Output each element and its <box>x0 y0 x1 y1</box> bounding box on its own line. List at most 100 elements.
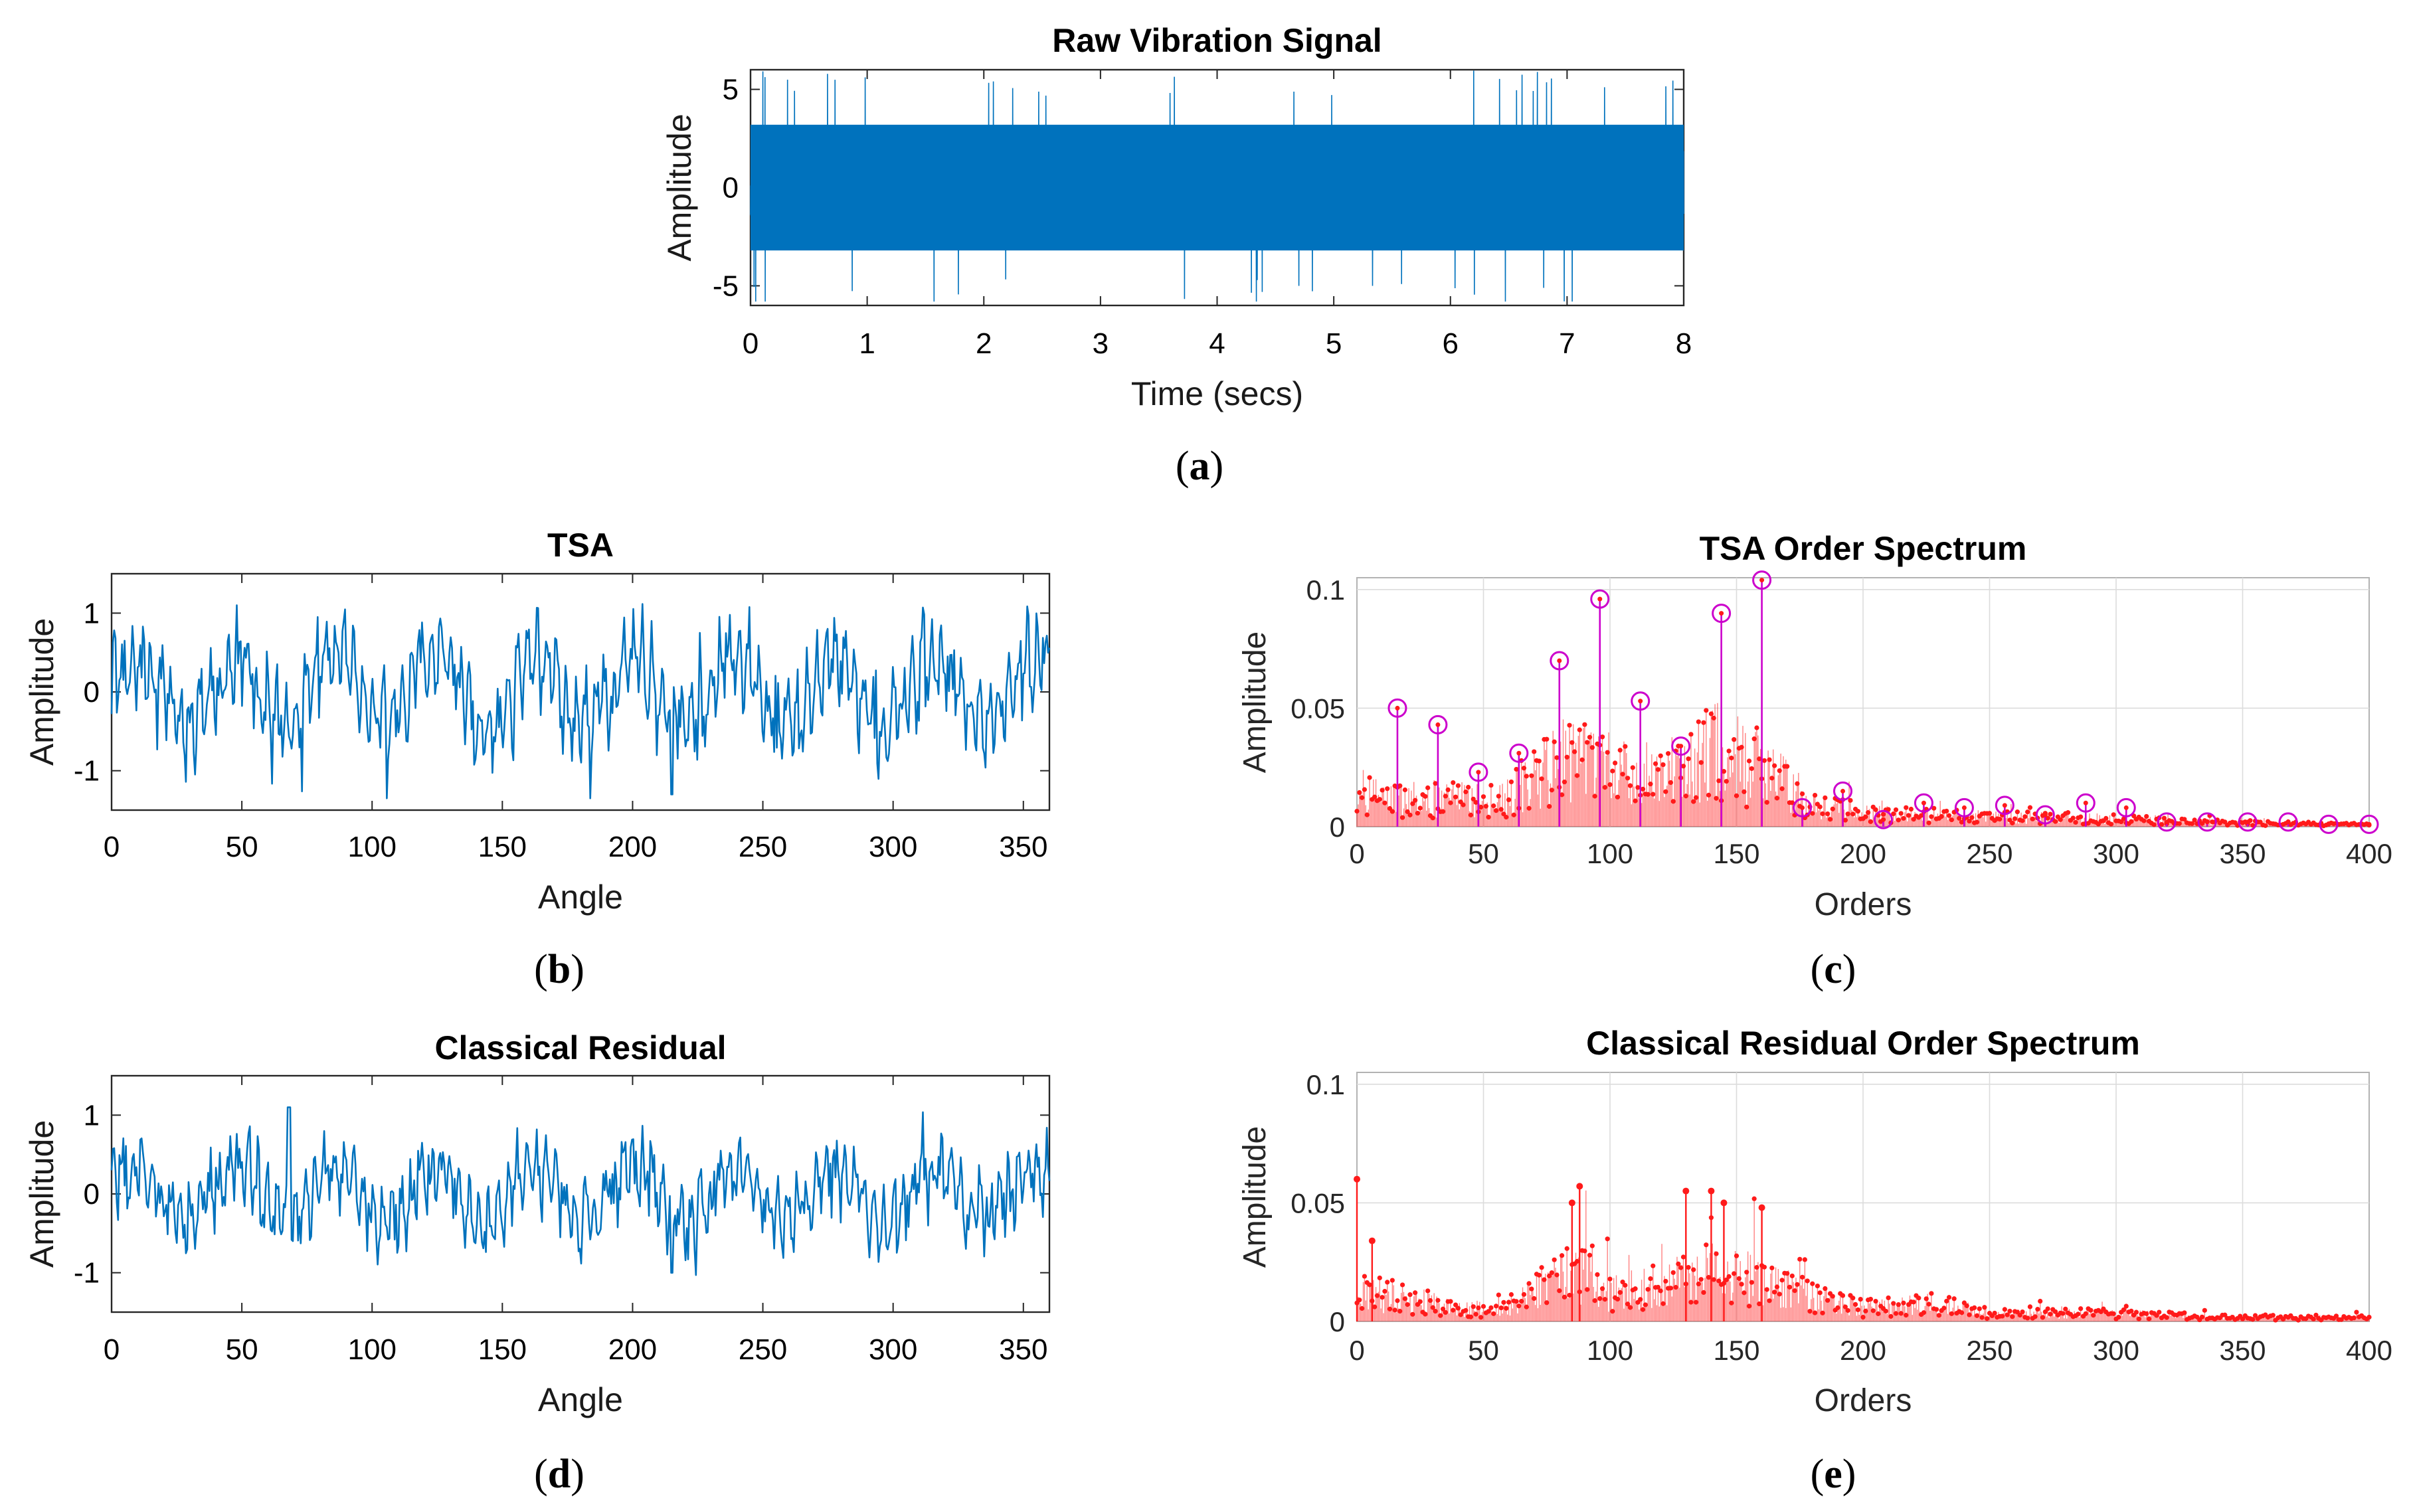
spectrum-point <box>1746 758 1752 764</box>
spectrum-point <box>1891 811 1896 817</box>
chart-title: Classical Residual <box>434 1029 726 1066</box>
x-tick-label: 350 <box>2219 1335 2266 1366</box>
gear-mesh-order-marker <box>2157 812 2177 832</box>
spectrum-point <box>2270 1313 2276 1318</box>
x-tick-label: 250 <box>739 1333 787 1366</box>
spectrum-point <box>1893 807 1899 813</box>
spectrum-point <box>2088 1307 2094 1313</box>
x-tick-label: 200 <box>1840 1335 1886 1366</box>
spectrum-point <box>1377 1275 1382 1281</box>
spectrum-point <box>1380 1295 1385 1300</box>
x-tick-label: 50 <box>1468 1335 1499 1366</box>
spectrum-point <box>1451 1307 1456 1313</box>
y-tick-label: 5 <box>723 74 739 106</box>
y-axis-label: Amplitude <box>23 1120 60 1268</box>
spectrum-point <box>1453 1302 1459 1307</box>
gear-mesh-order-point <box>1678 744 1684 749</box>
x-tick-label: 0 <box>1349 1335 1364 1366</box>
spectrum-point <box>1385 786 1390 792</box>
gear-mesh-order-marker <box>1428 714 1448 734</box>
spectrum-point <box>1417 805 1423 811</box>
spectrum-point <box>2048 811 2053 817</box>
spectrum-point <box>1810 1281 1815 1286</box>
gear-mesh-order-point <box>1800 805 1805 810</box>
gear-mesh-order-marker <box>1631 691 1651 711</box>
gear-mesh-order-point <box>2204 819 2210 825</box>
spectrum-point <box>1514 1299 1519 1304</box>
gear-mesh-order-point <box>1435 722 1441 727</box>
spectrum-point <box>1946 813 1952 818</box>
gear-mesh-order-marker <box>1873 809 1893 829</box>
spectrum-point <box>1951 1296 1957 1302</box>
x-tick-label: 100 <box>348 1333 397 1366</box>
spectrum-point <box>1919 813 1924 818</box>
y-tick-label: 0 <box>1330 1306 1345 1337</box>
spectrum-point <box>1521 1292 1527 1297</box>
spectrum-point <box>1471 1304 1476 1309</box>
panel-caption: (d) <box>534 1452 584 1497</box>
spectrum-point <box>1367 775 1372 780</box>
gear-mesh-order-marker <box>2035 805 2055 825</box>
spectrum-point <box>1797 1256 1803 1262</box>
spectrum-point <box>2133 1309 2139 1315</box>
spectrum-point <box>1749 766 1754 772</box>
spectrum-point <box>1901 1300 1906 1305</box>
spectrum-point <box>1471 796 1476 801</box>
gear-mesh-order-point <box>1557 658 1562 663</box>
spectrum-point <box>2366 1315 2372 1320</box>
spectrum-point <box>1377 797 1382 802</box>
spectrum-point <box>1772 763 1777 768</box>
spectrum-point <box>1357 1298 1362 1303</box>
spectrum-point <box>1506 797 1512 803</box>
spectrum-point <box>2161 815 2167 821</box>
spectrum-point <box>1668 1286 1674 1291</box>
spectrum-point <box>2157 1309 2162 1315</box>
x-tick-label: 100 <box>1587 1335 1633 1366</box>
spectrum-point <box>1680 1254 1686 1260</box>
spectrum-point <box>1560 1253 1565 1258</box>
spectrum-point <box>1577 727 1582 732</box>
spectrum-point <box>1405 1302 1410 1307</box>
spectrum-point <box>1448 1299 1453 1304</box>
x-axis-label: Angle <box>538 1381 623 1418</box>
spectrum-point <box>1589 1243 1595 1248</box>
spectrum-point <box>1696 719 1701 724</box>
spectrum-point <box>1399 1282 1405 1288</box>
spectrum-point <box>2035 1307 2040 1312</box>
spectrum-point <box>1536 1272 1542 1278</box>
spectrum-point <box>1858 1296 1863 1302</box>
spectrum-point <box>1977 1306 1982 1311</box>
spectrum-point <box>1898 811 1904 816</box>
x-tick-label: 350 <box>2219 838 2266 869</box>
gear-mesh-order-marker <box>1954 798 1974 817</box>
spectrum-point <box>1704 708 1709 713</box>
x-tick-label: 300 <box>869 831 917 863</box>
spectrum-point <box>1617 748 1623 753</box>
gear-mesh-order-point <box>2366 821 2372 827</box>
spectrum-point <box>1726 1274 1732 1279</box>
spectrum-point <box>1526 1281 1532 1286</box>
spectrum-point <box>1491 803 1496 809</box>
chart-title: TSA Order Spectrum <box>1700 530 2027 567</box>
gear-mesh-order-point <box>1840 788 1846 794</box>
x-tick-label: 200 <box>608 831 657 863</box>
spectrum-point <box>1425 1288 1431 1294</box>
spectrum-point <box>2022 814 2028 819</box>
spectrum-point <box>2045 1306 2050 1311</box>
spectrum-point <box>2045 815 2050 821</box>
y-tick-label: 1 <box>84 1099 100 1132</box>
spectrum-point <box>1855 809 1860 814</box>
spectrum-point <box>1817 1290 1823 1296</box>
spectrum-point <box>1972 1305 1977 1310</box>
spectrum-point <box>1605 1236 1610 1242</box>
spectrum-point <box>1886 1295 1891 1301</box>
spectrum-point <box>1929 1291 1934 1296</box>
y-tick-label: 0 <box>723 172 739 205</box>
spectrum-point <box>1850 811 1856 817</box>
x-tick-label: 250 <box>1966 838 2012 869</box>
spectrum-point <box>1610 768 1615 774</box>
spectrum-point <box>1911 1300 1916 1305</box>
spectrum-point <box>1686 1265 1691 1270</box>
spectrum-point <box>2070 815 2076 821</box>
